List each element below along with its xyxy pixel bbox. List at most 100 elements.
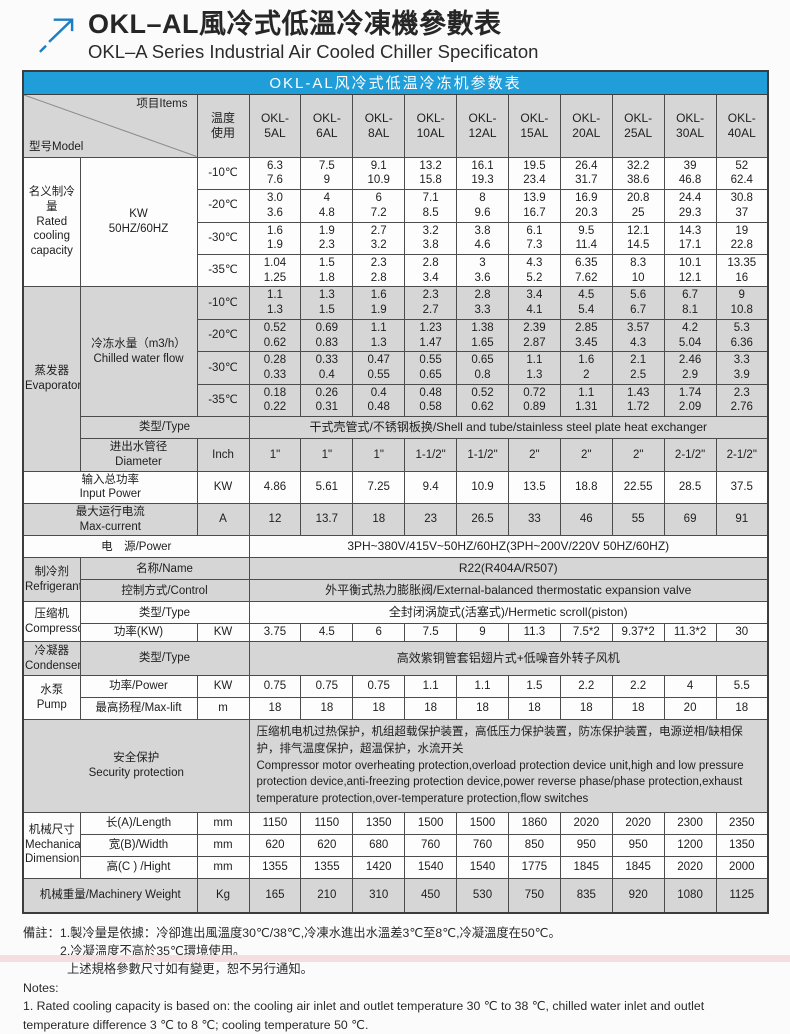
note-line: 1. Rated cooling capacity is based on: t… [23, 999, 705, 1032]
value-cell: 1350 [715, 833, 769, 857]
value-cell: 5.5 [715, 675, 769, 699]
scan-edge-strip [0, 955, 790, 962]
value-cell: 1200 [663, 833, 717, 857]
value-cell: 52 62.4 [715, 156, 769, 191]
value-cell: 16.1 19.3 [456, 156, 509, 191]
table-row: -20℃ 0.52 0.62 0.69 0.83 1.1 1.3 1.23 1.47 1.… [23, 318, 769, 353]
item-label: 高(C ) /Hight [79, 855, 198, 879]
item-label: 功率/Power [79, 675, 198, 699]
value-cell: 18 [456, 697, 509, 721]
table-row: -35℃ 0.18 0.22 0.26 0.31 0.4 0.48 0.48 0.58 0… [23, 383, 769, 418]
refrigerant-control-value: 外平衡式热力膨胀阀/External-balanced thermostatic… [248, 579, 769, 603]
value-cell: 2" [507, 438, 561, 472]
value-cell: 18 [404, 697, 458, 721]
section-label-security: 安全保护 Security protection [22, 719, 250, 813]
value-cell: 9 [456, 623, 509, 643]
value-cell: 19.5 23.4 [507, 156, 561, 191]
value-cell: 750 [507, 877, 561, 914]
value-cell: 1.5 [507, 675, 561, 699]
arrow-logo-icon [39, 18, 74, 53]
value-cell: 2" [611, 438, 665, 472]
value-cell: 1.6 1.9 [352, 286, 406, 320]
section-label-compressor: 压缩机 Compressor [22, 601, 81, 643]
model-column-header: OKL- 5AL [248, 94, 302, 158]
item-label: 控制方式/Control [79, 579, 250, 603]
value-cell: 3.4 4.1 [507, 286, 561, 320]
value-cell: 0.55 0.65 [404, 351, 458, 385]
evaporator-type-value: 干式壳管式/不锈钢板换/Shell and tube/stainless ste… [248, 416, 769, 440]
value-cell: 1540 [404, 855, 458, 879]
value-cell: 2.2 [611, 675, 665, 699]
value-cell: 18 [507, 697, 561, 721]
value-cell: 69 [663, 503, 717, 537]
value-cell: 6.7 8.1 [663, 286, 717, 320]
value-cell: 18 [352, 697, 406, 721]
value-cell: 26.5 [456, 503, 509, 537]
temp-usage-header: 温度 使用 [196, 94, 250, 158]
value-cell: 18 [715, 697, 769, 721]
value-cell: 1845 [611, 855, 665, 879]
value-cell: 11.3*2 [663, 623, 717, 643]
value-cell: 1775 [507, 855, 561, 879]
value-cell: 1350 [352, 811, 406, 835]
note-line: Notes: [23, 980, 59, 995]
value-cell: 6.35 7.62 [559, 253, 613, 288]
value-cell: 1.9 2.3 [300, 221, 354, 255]
model-column-header: OKL- 15AL [507, 94, 561, 158]
value-cell: 0.75 [352, 675, 406, 699]
corner-model-label: 型号Model [29, 140, 84, 153]
value-cell: 91 [715, 503, 769, 537]
value-cell: 9.5 11.4 [559, 221, 613, 255]
value-cell: 11.3 [507, 623, 561, 643]
note-line: 上述規格參數尺寸如有變更，恕不另行通知。 [67, 962, 313, 977]
section-label-input-power: 输入总功率 Input Power [22, 470, 198, 505]
value-cell: 9 10.8 [715, 286, 769, 320]
value-cell: 2.3 2.7 [404, 286, 458, 320]
value-cell: 3.8 4.6 [456, 221, 509, 255]
unit-label: KW [196, 470, 250, 505]
temp-label: -10℃ [196, 156, 250, 191]
value-cell: 920 [611, 877, 665, 914]
value-cell: 0.28 0.33 [248, 351, 302, 385]
value-cell: 2.8 3.4 [404, 253, 458, 288]
temp-label: -35℃ [196, 253, 250, 288]
value-cell: 1.1 1.3 [248, 286, 302, 320]
value-cell: 6.3 7.6 [248, 156, 302, 191]
model-column-header: OKL- 6AL [300, 94, 354, 158]
temp-label: -20℃ [196, 189, 250, 223]
section-label-evaporator: 蒸发器 Evaporator [22, 286, 81, 472]
value-cell: 2020 [663, 855, 717, 879]
item-label: 名称/Name [79, 557, 250, 581]
value-cell: 1.1 [404, 675, 458, 699]
value-cell: 33 [507, 503, 561, 537]
value-cell: 6.1 7.3 [507, 221, 561, 255]
table-row: 冷凝器 Condenser 类型/Type 高效紫铜管套铝翅片式+低噪音外转子风机 [22, 641, 769, 677]
value-cell: 3 3.6 [456, 253, 509, 288]
value-cell: 2000 [715, 855, 769, 879]
table-row: 宽(B)/Width mm 620 620 680 760 760 850 950 950 1200… [23, 833, 769, 857]
value-cell: 20 [663, 697, 717, 721]
note-line: 2.冷凝溫度不高於35℃環境使用。 [60, 944, 246, 958]
section-label-pump: 水泵 Pump [22, 675, 81, 721]
model-column-header: OKL- 30AL [663, 94, 717, 158]
value-cell: 2.39 2.87 [507, 318, 561, 353]
power-supply-value: 3PH~380V/415V~50HZ/60HZ(3PH~200V/220V 50… [248, 535, 769, 559]
value-cell: 2.46 2.9 [663, 351, 717, 385]
table-row: 压缩机 Compressor类型/Type全封闭涡旋式(活塞式)/Hermeti… [22, 601, 769, 643]
value-cell: 2-1/2" [715, 438, 769, 472]
value-cell: 0.75 [248, 675, 302, 699]
value-cell: 18 [352, 503, 406, 537]
condenser-type-value: 高效紫铜管套铝翅片式+低噪音外转子风机 [248, 641, 769, 677]
value-cell: 760 [404, 833, 458, 857]
value-cell: 6 7.2 [352, 189, 406, 223]
value-cell: 680 [352, 833, 406, 857]
section-label-dimensions: 机械尺寸 Mechanical Dimensions [22, 811, 81, 879]
value-cell: 1-1/2" [456, 438, 509, 472]
value-cell: 950 [559, 833, 613, 857]
model-column-header: OKL- 10AL [404, 94, 458, 158]
value-cell: 2.7 3.2 [352, 221, 406, 255]
value-cell: 39 46.8 [663, 156, 717, 191]
value-cell: 9.37*2 [611, 623, 665, 643]
value-cell: 5.3 6.36 [715, 318, 769, 353]
value-cell: 37.5 [715, 470, 769, 505]
